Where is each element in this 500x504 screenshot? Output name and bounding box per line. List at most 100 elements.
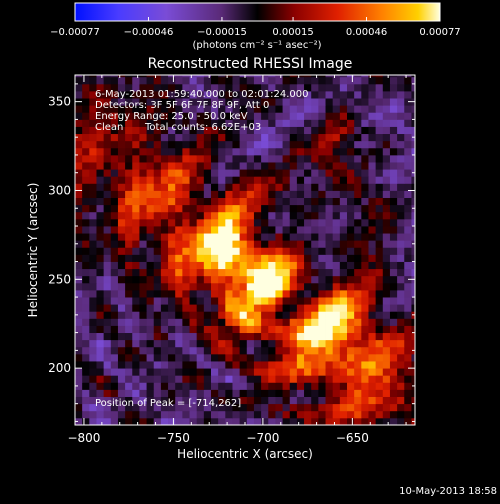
heatmap-cell	[389, 218, 398, 227]
heatmap-cell	[160, 211, 169, 220]
heatmap-cell	[397, 211, 405, 220]
heatmap-cell	[375, 133, 384, 142]
heatmap-cell	[325, 389, 334, 397]
heatmap-cell	[117, 233, 126, 241]
heatmap-cell	[117, 197, 126, 206]
heatmap-cell	[182, 112, 190, 120]
heatmap-cell	[347, 382, 355, 390]
heatmap-cell	[196, 254, 205, 262]
heatmap-cell	[160, 154, 169, 163]
heatmap-cell	[296, 133, 305, 142]
heatmap-cell	[117, 375, 126, 383]
heatmap-cell	[253, 339, 262, 348]
heatmap-cell	[168, 417, 176, 425]
heatmap-cell	[253, 176, 262, 184]
heatmap-cell	[354, 318, 362, 326]
heatmap-cell	[325, 83, 334, 92]
heatmap-cell	[196, 133, 205, 142]
heatmap-cell	[296, 403, 305, 412]
heatmap-cell	[196, 169, 205, 177]
heatmap-cell	[96, 190, 105, 198]
heatmap-cell	[382, 339, 391, 348]
heatmap-cell	[332, 353, 341, 362]
heatmap-cell	[411, 112, 415, 120]
heatmap-cell	[246, 218, 255, 227]
heatmap-cell	[332, 325, 341, 334]
heatmap-cell	[261, 410, 269, 419]
heatmap-cell	[182, 410, 190, 419]
heatmap-cell	[347, 162, 355, 170]
heatmap-cell	[389, 247, 398, 255]
heatmap-cell	[347, 204, 355, 213]
heatmap-cell	[89, 382, 97, 390]
heatmap-cell	[332, 396, 341, 405]
heatmap-cell	[296, 169, 305, 177]
heatmap-cell	[132, 417, 140, 425]
heatmap-cell	[304, 83, 312, 92]
heatmap-cell	[261, 112, 269, 120]
heatmap-cell	[232, 218, 241, 227]
heatmap-cell	[189, 247, 198, 255]
heatmap-cell	[89, 197, 97, 206]
heatmap-cell	[139, 396, 147, 405]
heatmap-cell	[182, 105, 190, 113]
heatmap-cell	[82, 75, 90, 78]
heatmap-cell	[103, 268, 112, 277]
heatmap-cell	[125, 183, 133, 191]
heatmap-cell	[275, 119, 283, 127]
heatmap-cell	[389, 211, 398, 220]
heatmap-cell	[318, 389, 326, 397]
heatmap-cell	[175, 297, 183, 305]
heatmap-cell	[117, 311, 126, 319]
heatmap-cell	[218, 304, 226, 312]
heatmap-cell	[339, 375, 348, 383]
heatmap-cell	[311, 353, 319, 362]
heatmap-cell	[96, 332, 105, 341]
heatmap-cell	[239, 76, 248, 85]
heatmap-cell	[304, 368, 312, 376]
heatmap-cell	[382, 289, 391, 298]
heatmap-cell	[325, 119, 334, 127]
heatmap-cell	[82, 396, 90, 405]
heatmap-cell	[103, 83, 112, 92]
heatmap-cell	[332, 240, 341, 248]
heatmap-cell	[75, 105, 83, 113]
heatmap-cell	[189, 261, 198, 270]
heatmap-cell	[218, 112, 226, 120]
heatmap-cell	[304, 403, 312, 412]
heatmap-cell	[146, 403, 155, 412]
heatmap-cell	[397, 353, 405, 362]
heatmap-cell	[117, 133, 126, 142]
heatmap-cell	[203, 375, 212, 383]
heatmap-cell	[153, 382, 162, 390]
heatmap-cell	[196, 211, 205, 220]
heatmap-cell	[332, 375, 341, 383]
heatmap-cell	[182, 126, 190, 135]
heatmap-cell	[325, 140, 334, 149]
heatmap-cell	[361, 105, 369, 113]
heatmap-cell	[232, 162, 241, 170]
heatmap-cell	[160, 190, 169, 198]
heatmap-cell	[75, 119, 83, 127]
heatmap-cell	[325, 325, 334, 334]
heatmap-cell	[354, 325, 362, 334]
heatmap-cell	[103, 368, 112, 376]
heatmap-cell	[239, 154, 248, 163]
heatmap-cell	[75, 154, 83, 163]
heatmap-cell	[282, 339, 291, 348]
heatmap-cell	[182, 183, 190, 191]
heatmap-cell	[361, 190, 369, 198]
heatmap-cell	[289, 375, 298, 383]
heatmap-cell	[89, 261, 97, 270]
heatmap-cell	[347, 403, 355, 412]
heatmap-cell	[117, 83, 126, 92]
heatmap-cell	[397, 332, 405, 341]
heatmap-cell	[175, 410, 183, 419]
heatmap-cell	[218, 197, 226, 206]
heatmap-cell	[361, 162, 369, 170]
heatmap-cell	[196, 382, 205, 390]
heatmap-cell	[239, 75, 248, 78]
heatmap-cell	[203, 76, 212, 85]
heatmap-cell	[125, 75, 133, 78]
heatmap-cell	[89, 119, 97, 127]
